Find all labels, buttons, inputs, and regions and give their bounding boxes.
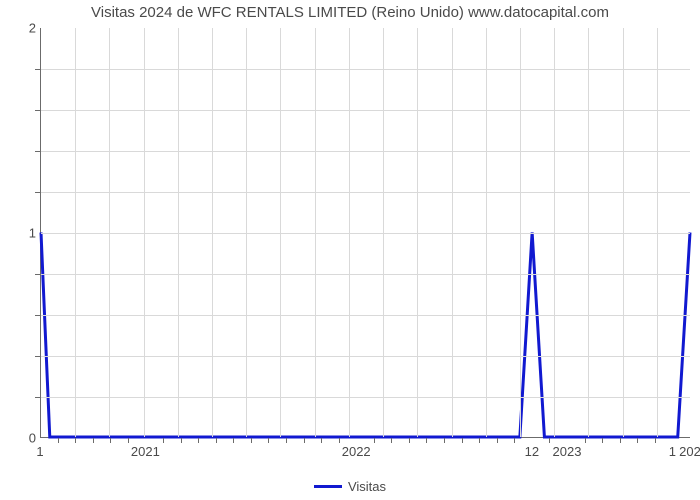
grid-line-vertical [520,28,521,437]
x-minor-tick [620,438,621,443]
x-minor-tick [216,438,217,443]
grid-line-horizontal [41,192,690,193]
grid-line-horizontal [41,274,690,275]
grid-line-vertical [349,28,350,437]
y-minor-tick [35,356,40,357]
grid-line-vertical [486,28,487,437]
grid-line-horizontal [41,110,690,111]
grid-line-vertical [554,28,555,437]
x-tick-label: 1 [669,444,676,459]
x-minor-tick [391,438,392,443]
series-polyline [41,233,690,438]
grid-line-horizontal [41,233,690,234]
x-minor-tick [58,438,59,443]
x-minor-tick [514,438,515,443]
legend-swatch [314,485,342,488]
grid-line-vertical [109,28,110,437]
x-minor-tick [602,438,603,443]
grid-line-vertical [623,28,624,437]
grid-line-vertical [75,28,76,437]
x-tick-label: 202 [679,444,700,459]
y-minor-tick [35,397,40,398]
x-minor-tick [637,438,638,443]
grid-line-vertical [417,28,418,437]
x-tick-label: 2022 [342,444,371,459]
grid-line-horizontal [41,151,690,152]
legend-label: Visitas [348,479,386,494]
x-minor-tick [251,438,252,443]
x-minor-tick [585,438,586,443]
x-minor-tick [549,438,550,443]
x-tick-label: 1 [36,444,43,459]
grid-line-vertical [657,28,658,437]
grid-line-vertical [452,28,453,437]
y-tick-label: 1 [29,226,36,241]
grid-line-vertical [315,28,316,437]
y-minor-tick [35,192,40,193]
x-tick-label: 2023 [553,444,582,459]
x-minor-tick [110,438,111,443]
grid-line-vertical [178,28,179,437]
x-minor-tick [181,438,182,443]
x-tick-label: 2021 [131,444,160,459]
x-minor-tick [286,438,287,443]
y-minor-tick [35,274,40,275]
x-minor-tick [497,438,498,443]
y-minor-tick [35,69,40,70]
x-minor-tick [374,438,375,443]
x-minor-tick [426,438,427,443]
grid-line-vertical [383,28,384,437]
grid-line-horizontal [41,315,690,316]
grid-line-vertical [246,28,247,437]
y-minor-tick [35,315,40,316]
y-tick-label: 2 [29,21,36,36]
grid-line-horizontal [41,356,690,357]
x-minor-tick [409,438,410,443]
plot-area [40,28,690,438]
x-tick-label: 12 [525,444,539,459]
x-minor-tick [93,438,94,443]
chart-title: Visitas 2024 de WFC RENTALS LIMITED (Rei… [0,4,700,21]
y-tick-label: 0 [29,431,36,446]
x-minor-tick [233,438,234,443]
chart-container: Visitas 2024 de WFC RENTALS LIMITED (Rei… [0,0,700,500]
x-minor-tick [75,438,76,443]
x-minor-tick [163,438,164,443]
x-minor-tick [339,438,340,443]
grid-line-horizontal [41,397,690,398]
y-minor-tick [35,151,40,152]
x-minor-tick [655,438,656,443]
legend: Visitas [0,478,700,494]
x-minor-tick [268,438,269,443]
x-minor-tick [128,438,129,443]
x-minor-tick [304,438,305,443]
x-minor-tick [479,438,480,443]
x-minor-tick [462,438,463,443]
y-minor-tick [35,110,40,111]
x-minor-tick [321,438,322,443]
grid-line-vertical [212,28,213,437]
grid-line-vertical [280,28,281,437]
x-minor-tick [444,438,445,443]
x-minor-tick [198,438,199,443]
grid-line-vertical [588,28,589,437]
grid-line-vertical [144,28,145,437]
grid-line-horizontal [41,69,690,70]
